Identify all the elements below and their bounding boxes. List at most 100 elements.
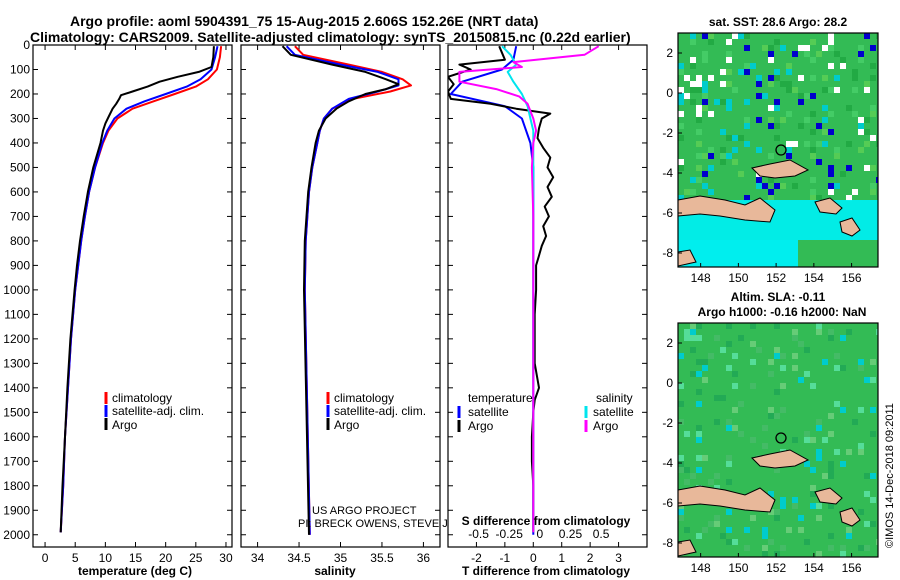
- x-tick-label: 34.5: [287, 551, 311, 565]
- map-cell: [870, 189, 876, 195]
- map-cell: [690, 99, 696, 105]
- sst-cool-band-2: [678, 240, 798, 267]
- map-cell: [774, 515, 780, 521]
- sla-map-field: [678, 323, 878, 557]
- map-cell: [804, 431, 810, 437]
- map-cell: [810, 111, 816, 117]
- legend-satellite-label: satellite-adj. clim.: [112, 404, 204, 418]
- map-cell: [798, 75, 804, 81]
- legend-sal-satellite-label: satellite: [593, 405, 634, 419]
- map-cell: [690, 39, 696, 45]
- map-cell: [768, 413, 774, 419]
- y-tick-label: 0: [23, 38, 30, 52]
- map-cell: [678, 87, 684, 93]
- map-cell: [870, 497, 876, 503]
- land-polygon: [678, 539, 697, 557]
- map-cell: [738, 431, 744, 437]
- map-cell: [678, 383, 684, 389]
- map-cell: [816, 551, 822, 557]
- map-cell: [864, 165, 870, 171]
- map-cell: [792, 183, 798, 189]
- map-cell: [828, 461, 834, 467]
- map-cell: [732, 371, 738, 377]
- map-cell: [690, 335, 696, 341]
- map-cell: [822, 45, 828, 51]
- map-cell: [744, 141, 750, 147]
- map-cell: [684, 335, 690, 341]
- map-lon-label: 152: [766, 561, 786, 575]
- map-cell: [768, 105, 774, 111]
- map-cell: [858, 129, 864, 135]
- map-cell: [726, 455, 732, 461]
- map-cell: [690, 323, 696, 329]
- map-cell: [702, 153, 708, 159]
- temperature-xlabel: temperature (deg C): [78, 564, 192, 578]
- legend-climatology-label: climatology: [334, 391, 394, 405]
- map-cell: [696, 111, 702, 117]
- map-cell: [822, 437, 828, 443]
- map-lat-label: 2: [666, 46, 673, 60]
- map-cell: [810, 503, 816, 509]
- x-tick-label: 5: [72, 551, 79, 565]
- map-cell: [846, 165, 852, 171]
- map-cell: [816, 141, 822, 147]
- land-polygon: [678, 485, 776, 513]
- map-cell: [768, 407, 774, 413]
- y-tick-label: 1300: [3, 356, 30, 370]
- x-tick-label: 15: [129, 551, 143, 565]
- series-line-temperature-argo: [448, 45, 555, 533]
- map-cell: [792, 51, 798, 57]
- map-cell: [678, 135, 684, 141]
- sla-cells: [678, 323, 878, 557]
- map-cell: [810, 383, 816, 389]
- y-tick-label: 1500: [3, 405, 30, 419]
- map-cell: [822, 87, 828, 93]
- legend-sal-argo-label: Argo: [593, 419, 619, 433]
- map-cell: [756, 117, 762, 123]
- map-cell: [762, 533, 768, 539]
- map-cell: [852, 87, 858, 93]
- map-lon-label: 156: [842, 271, 862, 285]
- map-cell: [840, 335, 846, 341]
- y-tick-label: 200: [10, 87, 30, 101]
- map-cell: [846, 195, 852, 201]
- map-cell: [690, 63, 696, 69]
- map-cell: [720, 69, 726, 75]
- map-cell: [870, 377, 876, 383]
- map-cell: [696, 75, 702, 81]
- map-cell: [834, 51, 840, 57]
- map-cell: [726, 99, 732, 105]
- sla-map-title-2: Argo h1000: -0.16 h2000: NaN: [698, 305, 867, 319]
- map-cell: [744, 69, 750, 75]
- map-cell: [786, 81, 792, 87]
- map-cell: [684, 527, 690, 533]
- map-cell: [726, 57, 732, 63]
- map-cell: [750, 437, 756, 443]
- map-cell: [678, 455, 684, 461]
- map-cell: [690, 189, 696, 195]
- land-polygon: [839, 217, 861, 237]
- map-cell: [750, 515, 756, 521]
- map-cell: [828, 111, 834, 117]
- map-cell: [870, 165, 876, 171]
- map-cell: [858, 365, 864, 371]
- map-cell: [678, 515, 684, 521]
- map-cell: [804, 539, 810, 545]
- map-cell: [690, 33, 696, 39]
- difference-xlabel: T difference from climatology: [462, 564, 630, 578]
- map-cell: [756, 177, 762, 183]
- map-cell: [816, 515, 822, 521]
- y-tick-label: 400: [10, 136, 30, 150]
- map-cell: [720, 147, 726, 153]
- temperature-lines: [59, 45, 223, 533]
- map-cell: [810, 485, 816, 491]
- map-cell: [786, 147, 792, 153]
- temperature-legend: climatology satellite-adj. clim. Argo: [104, 391, 204, 432]
- map-cell: [876, 33, 878, 39]
- map-cell: [822, 75, 828, 81]
- map-cell: [696, 533, 702, 539]
- credit-project: US ARGO PROJECT: [312, 505, 417, 517]
- map-cell: [708, 521, 714, 527]
- map-cell: [726, 509, 732, 515]
